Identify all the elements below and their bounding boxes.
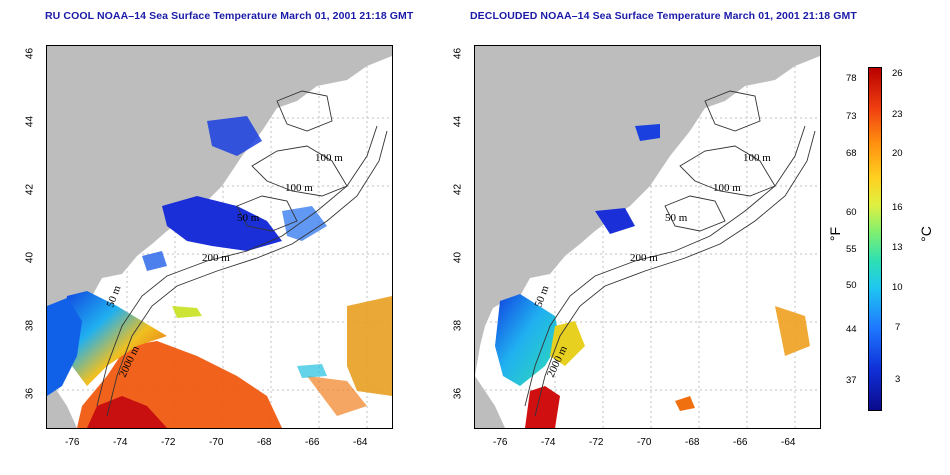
y-tick-label: 36 [24, 387, 36, 400]
x-tick-label: -72 [589, 437, 604, 448]
y-tick-label: 42 [452, 183, 464, 196]
celsius-tick: 16 [892, 202, 903, 213]
x-tick-label: -64 [781, 437, 796, 448]
contour-label: 50 m [105, 284, 124, 309]
contour-label: 200 m [202, 252, 230, 264]
contour-label: 100 m [285, 182, 313, 194]
declouded-sst-map-graphic: 100 m 100 m 50 m 200 m 50 m 2000 m [475, 46, 820, 428]
celsius-tick: 13 [892, 242, 903, 253]
y-tick-label: 46 [24, 47, 36, 60]
x-tick-label: -70 [637, 437, 652, 448]
x-tick-label: -74 [541, 437, 556, 448]
y-tick-label: 40 [452, 251, 464, 264]
declouded-sst-map: 100 m 100 m 50 m 200 m 50 m 2000 m [474, 45, 821, 429]
celsius-tick: 7 [895, 322, 901, 333]
contour-label: 50 m [533, 284, 552, 309]
temperature-colorbar [868, 67, 882, 411]
raw-sst-map: 100 m 100 m 50 m 200 m 50 m 2000 m [46, 45, 393, 429]
land-mass [47, 46, 392, 376]
x-tick-label: -70 [209, 437, 224, 448]
contour-label: 100 m [713, 182, 741, 194]
y-tick-label: 42 [24, 183, 36, 196]
contour-label: 200 m [630, 252, 658, 264]
land-mass [475, 46, 820, 376]
y-tick-label: 38 [24, 319, 36, 332]
x-tick-label: -68 [685, 437, 700, 448]
celsius-tick: 10 [892, 282, 903, 293]
celsius-tick: 23 [892, 109, 903, 120]
x-tick-label: -64 [353, 437, 368, 448]
x-tick-label: -66 [305, 437, 320, 448]
y-tick-label: 36 [452, 387, 464, 400]
raw-sst-map-graphic: 100 m 100 m 50 m 200 m 50 m 2000 m [47, 46, 392, 428]
y-tick-label: 46 [452, 47, 464, 60]
fahrenheit-tick: 78 [846, 73, 857, 84]
celsius-tick: 20 [892, 148, 903, 159]
x-tick-label: -68 [257, 437, 272, 448]
fahrenheit-tick: 68 [846, 148, 857, 159]
celsius-unit: °C [917, 226, 934, 242]
contour-label: 100 m [315, 152, 343, 164]
right-map-title: DECLOUDED NOAA–14 Sea Surface Temperatur… [470, 10, 857, 22]
x-tick-label: -76 [65, 437, 80, 448]
x-tick-label: -74 [113, 437, 128, 448]
x-tick-label: -72 [161, 437, 176, 448]
celsius-tick: 26 [892, 68, 903, 79]
x-tick-label: -66 [733, 437, 748, 448]
y-tick-label: 44 [24, 115, 36, 128]
y-tick-label: 38 [452, 319, 464, 332]
celsius-tick: 3 [895, 374, 901, 385]
fahrenheit-tick: 50 [846, 280, 857, 291]
fahrenheit-tick: 37 [846, 375, 857, 386]
fahrenheit-unit: °F [827, 226, 844, 242]
x-tick-label: -76 [493, 437, 508, 448]
fahrenheit-tick: 73 [846, 111, 857, 122]
contour-label: 100 m [743, 152, 771, 164]
y-tick-label: 40 [24, 251, 36, 264]
contour-label: 50 m [665, 212, 688, 224]
y-tick-label: 44 [452, 115, 464, 128]
left-map-title: RU COOL NOAA–14 Sea Surface Temperature … [45, 10, 414, 22]
fahrenheit-tick: 55 [846, 244, 857, 255]
fahrenheit-tick: 44 [846, 324, 857, 335]
fahrenheit-tick: 60 [846, 207, 857, 218]
contour-label: 50 m [237, 212, 260, 224]
